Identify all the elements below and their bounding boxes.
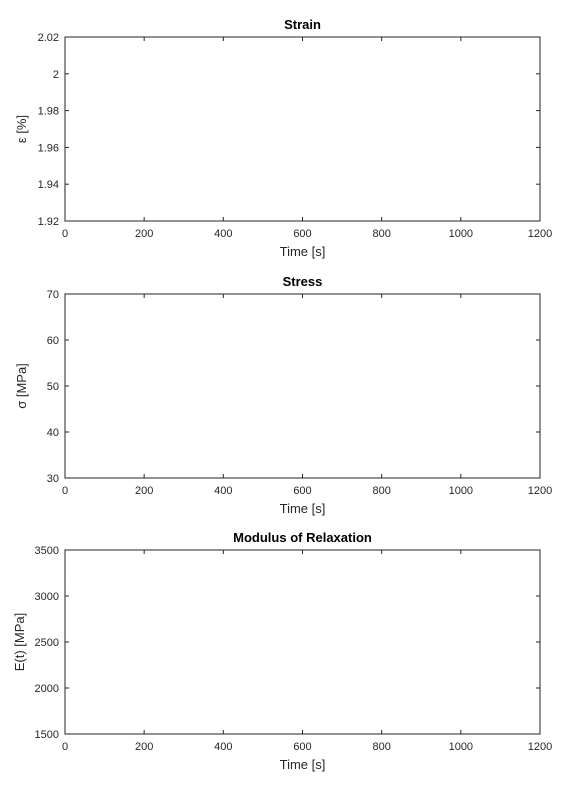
strain-axes-box [64, 36, 541, 222]
modulus-y-axis-label: E(t) [MPa] [12, 613, 27, 672]
stress-y-axis-label: σ [MPa] [14, 363, 29, 409]
strain-x-tick-label: 600 [293, 228, 311, 240]
strain-x-tick-label: 0 [62, 228, 68, 240]
modulus-axes-box [64, 549, 541, 735]
stress-axes-box [64, 293, 541, 479]
strain-x-tick-label: 200 [135, 228, 153, 240]
modulus-y-tick-label: 2500 [35, 637, 59, 649]
modulus-x-tick-label: 800 [372, 741, 390, 753]
strain-y-tick-label: 2.02 [38, 32, 59, 44]
stress-x-tick-label: 1000 [449, 485, 473, 497]
modulus-y-tick-label: 3000 [35, 591, 59, 603]
stress-y-tick-label: 60 [47, 335, 59, 347]
stress-x-tick-label: 1200 [528, 485, 552, 497]
strain-x-tick-label: 1000 [449, 228, 473, 240]
modulus-x-tick-label: 1200 [528, 741, 552, 753]
modulus-x-axis-label: Time [s] [280, 757, 326, 772]
strain-x-tick-label: 800 [372, 228, 390, 240]
modulus-x-tick-label: 0 [62, 741, 68, 753]
stress-y-tick-label: 40 [47, 427, 59, 439]
stress-x-tick-label: 400 [214, 485, 232, 497]
modulus-x-tick-label: 200 [135, 741, 153, 753]
modulus-y-tick-label: 3500 [35, 545, 59, 557]
modulus-of-relaxation-chart: 0 200 400 600 800 1000 1200 1500 2000 2500 3000 350… [12, 530, 552, 772]
stress-x-axis-label: Time [s] [280, 501, 326, 516]
strain-chart: 0 200 400 600 800 1000 1200 1.92 1.94 1.96 1.98 2 2.… [14, 17, 552, 259]
modulus-y-tick-label: 2000 [35, 683, 59, 695]
strain-y-tick-label: 1.92 [38, 216, 59, 228]
strain-y-tick-label: 1.96 [38, 142, 59, 154]
modulus-x-tick-label: 1000 [449, 741, 473, 753]
stress-x-tick-label: 0 [62, 485, 68, 497]
stress-chart: 0 200 400 600 800 1000 1200 30 40 50 60 70 Stress Tim… [14, 274, 552, 516]
stress-x-tick-label: 200 [135, 485, 153, 497]
stress-y-tick-label: 70 [47, 289, 59, 301]
strain-title: Strain [284, 17, 321, 32]
stress-y-tick-label: 50 [47, 381, 59, 393]
modulus-y-tick-label: 1500 [35, 729, 59, 741]
modulus-x-tick-label: 400 [214, 741, 232, 753]
strain-y-tick-label: 1.94 [38, 179, 59, 191]
stress-x-tick-label: 600 [293, 485, 311, 497]
strain-y-tick-label: 1.98 [38, 106, 59, 118]
stress-title: Stress [283, 274, 323, 289]
modulus-x-tick-label: 600 [293, 741, 311, 753]
strain-x-axis-label: Time [s] [280, 244, 326, 259]
stress-y-tick-label: 30 [47, 473, 59, 485]
strain-x-tick-label: 1200 [528, 228, 552, 240]
strain-x-tick-label: 400 [214, 228, 232, 240]
strain-y-axis-label: ε [%] [14, 115, 29, 143]
modulus-title: Modulus of Relaxation [233, 530, 372, 545]
stress-x-tick-label: 800 [372, 485, 390, 497]
strain-y-tick-label: 2 [53, 69, 59, 81]
